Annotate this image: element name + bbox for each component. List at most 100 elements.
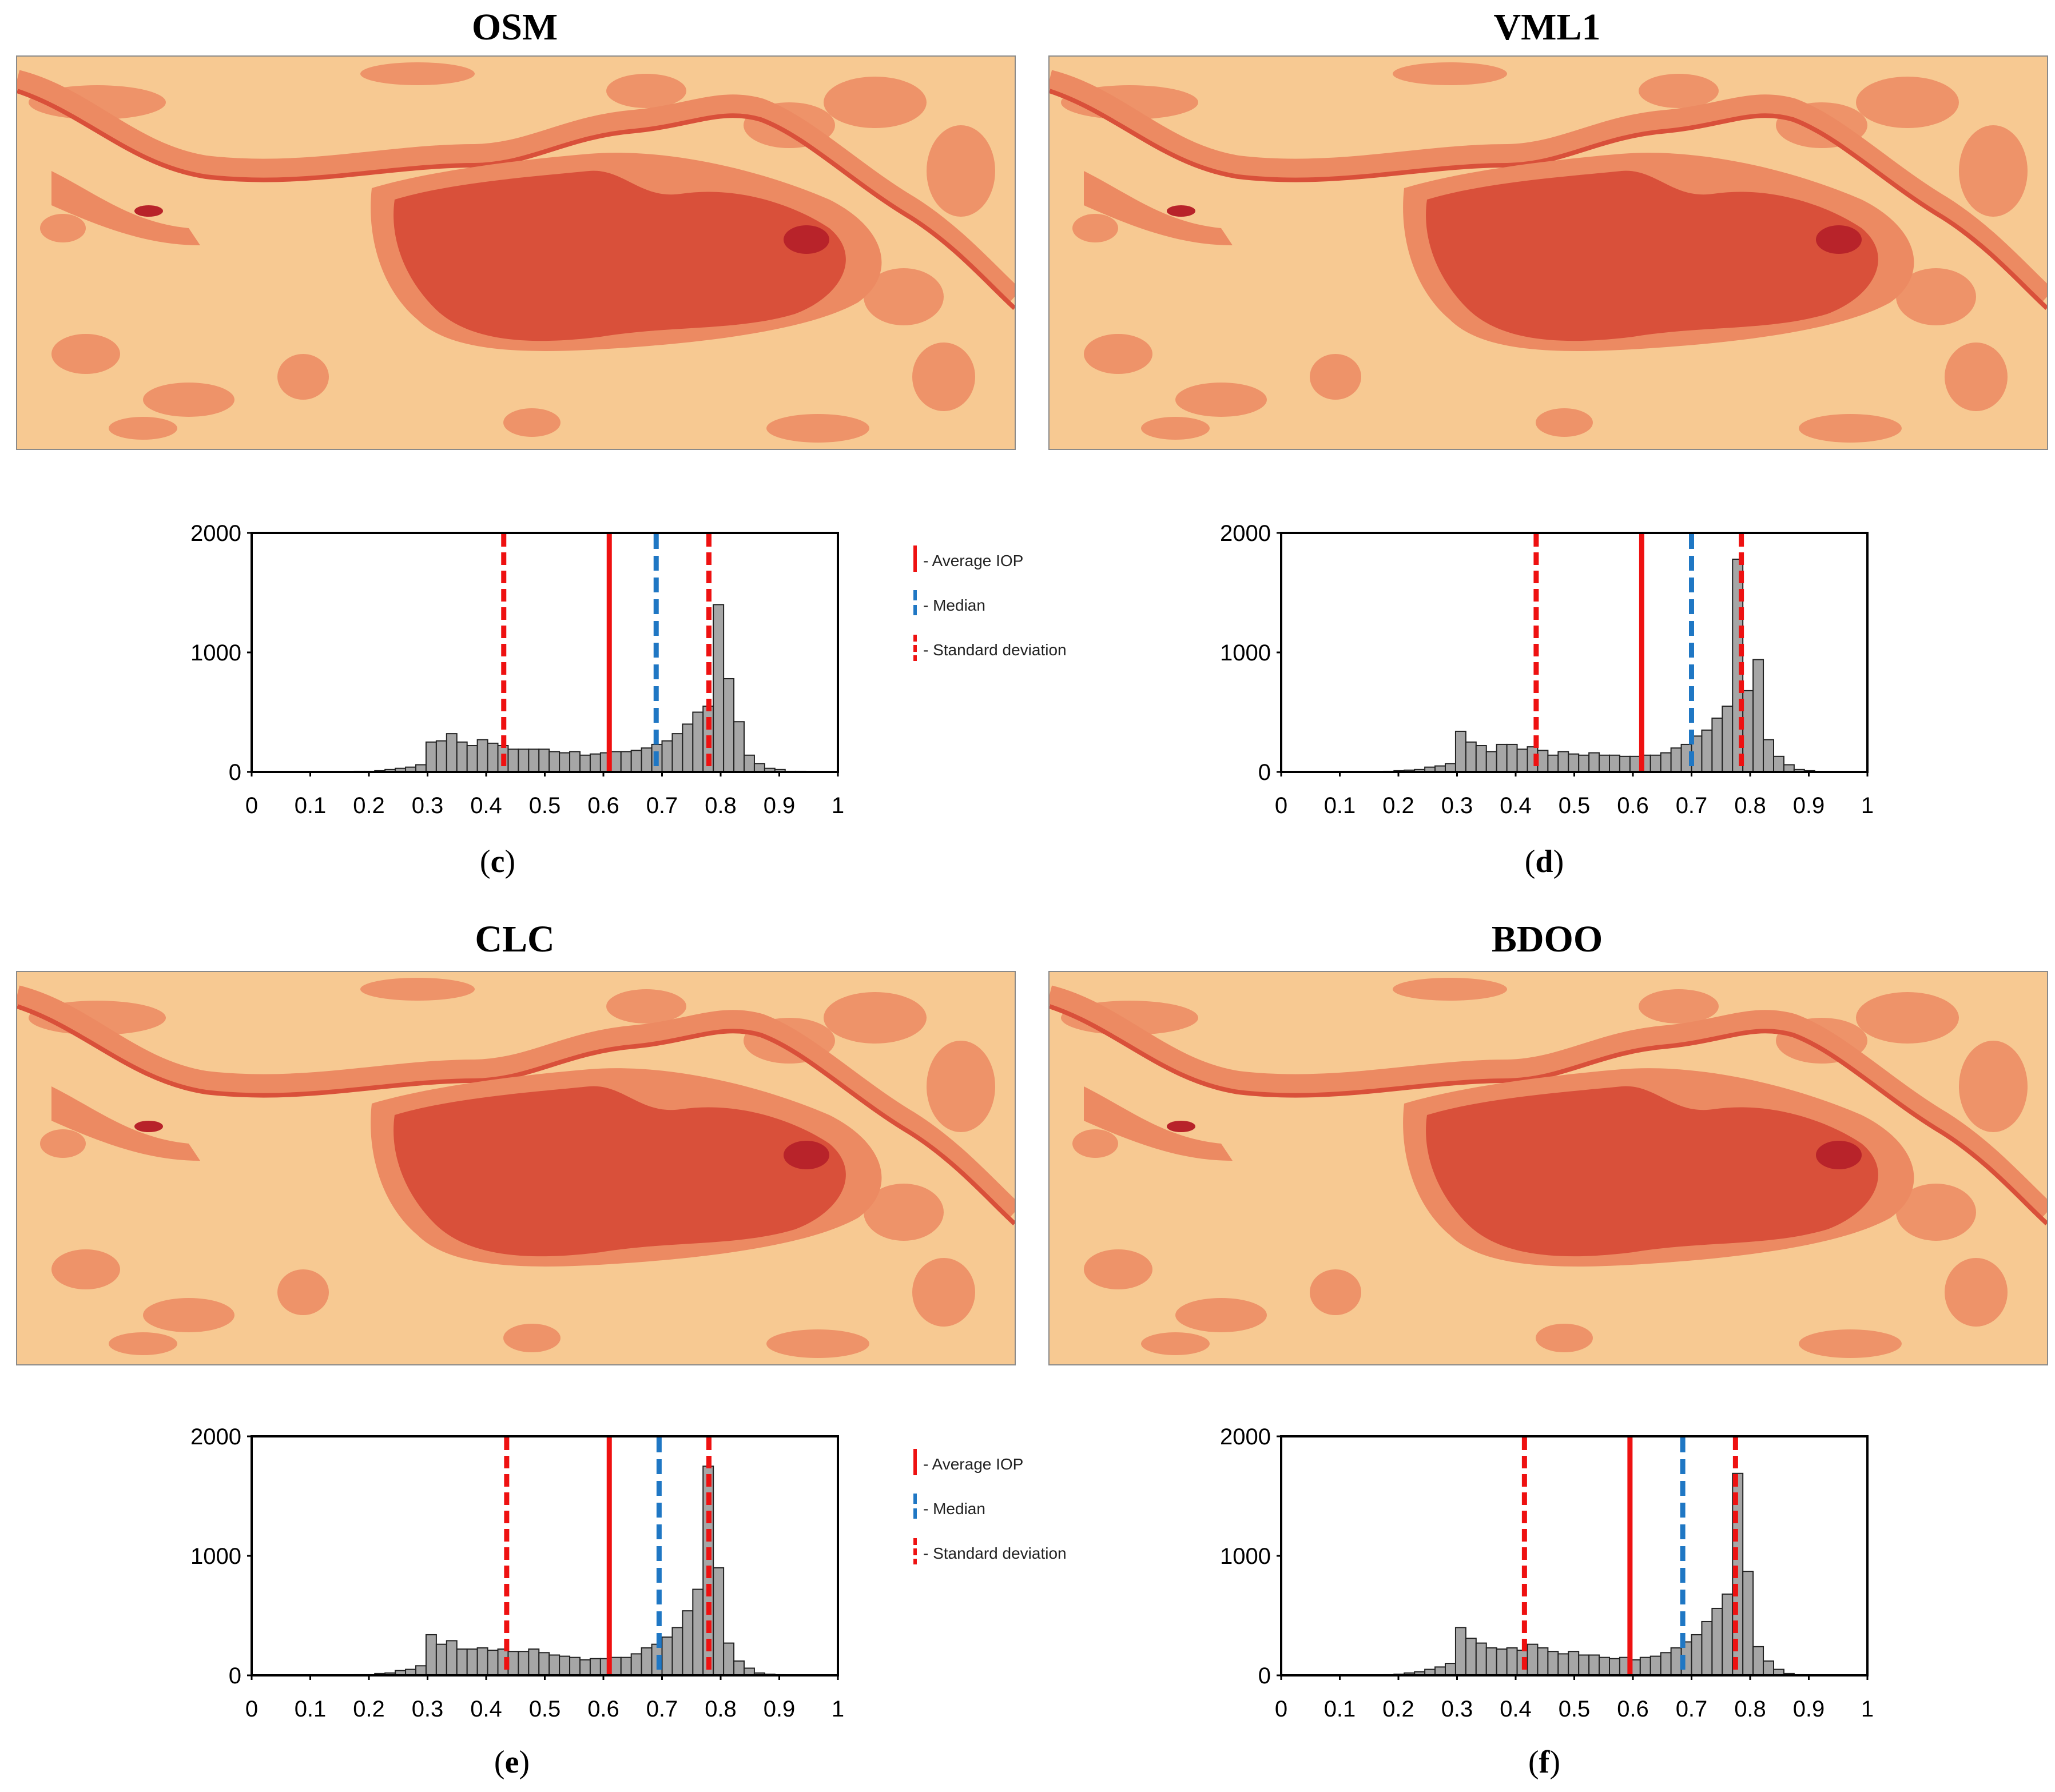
histogram-bar	[1454, 730, 1466, 772]
histogram-bar	[1619, 755, 1631, 772]
x-tick-label: 0.2	[353, 793, 385, 818]
x-tick-label: 0.5	[529, 793, 561, 818]
map-hotspot	[134, 1121, 163, 1132]
histogram-bar	[548, 751, 561, 772]
histogram-bar	[1547, 1651, 1559, 1676]
histogram-bar	[692, 711, 704, 772]
legend-std-label: - Standard deviation	[923, 641, 1067, 659]
x-tick-label: 0.3	[412, 1697, 444, 1722]
map-patch	[1175, 383, 1267, 417]
x-tick-label: 0.7	[1676, 793, 1708, 818]
histogram-bar	[1516, 748, 1528, 773]
map-river-band	[1050, 70, 2047, 304]
map-patch	[1175, 1298, 1267, 1332]
y-tick-label: 0	[1258, 760, 1271, 785]
histogram-bar	[661, 1636, 673, 1676]
histogram-bar	[1660, 752, 1672, 772]
histogram-bar	[630, 1653, 642, 1676]
map-patch	[1393, 62, 1507, 85]
map-river	[17, 1004, 1015, 1225]
histogram-bar	[661, 740, 673, 773]
histogram-bar	[487, 742, 499, 772]
map-patch	[1896, 1184, 1976, 1241]
plot-frame	[1280, 532, 1869, 773]
x-tick-label: 0	[245, 1697, 258, 1722]
histogram-bar	[1557, 1653, 1569, 1676]
map-patch	[1310, 354, 1361, 400]
y-tick-label: 1000	[1220, 1544, 1271, 1569]
map-patch	[277, 354, 329, 400]
histogram-bar	[1649, 1655, 1662, 1676]
x-tick-label: 0.9	[764, 1697, 796, 1722]
histogram-bar	[630, 750, 642, 773]
map-urban-core	[393, 170, 846, 341]
caption-d: (d)	[1524, 844, 1564, 879]
y-tick-label: 0	[229, 1663, 241, 1689]
map-patch	[606, 74, 686, 108]
map-patch	[277, 1269, 329, 1315]
histogram-bar	[671, 1627, 683, 1676]
histogram-bar	[1537, 1647, 1549, 1676]
histogram-bar	[1763, 739, 1774, 773]
map-graphic	[17, 57, 1015, 449]
map-patch	[766, 1329, 869, 1358]
x-tick-label: 0	[1275, 793, 1287, 818]
histogram-bar	[466, 745, 478, 772]
map-patch	[40, 214, 86, 242]
histogram-bar	[1568, 1651, 1580, 1676]
map-floodplain	[1084, 1086, 1233, 1161]
histogram-bar	[1434, 1666, 1446, 1676]
y-tick-label: 2000	[1220, 521, 1271, 546]
x-tick-label: 0.2	[353, 1697, 385, 1722]
map-hotspot	[1167, 1121, 1195, 1132]
map-urban-center	[1816, 225, 1862, 254]
x-tick-label: 0.2	[1382, 793, 1414, 818]
histogram-bar	[1496, 743, 1508, 772]
histogram-osm: 0 1000 2000 0 0.1 0.2 0.3 0.4 0.5 0.6 0.7 0.8 0.9 1 - …	[0, 503, 1067, 823]
map-title-vml1: VML1	[1493, 6, 1601, 48]
map-patch	[1639, 989, 1719, 1024]
map-patch	[1084, 334, 1152, 374]
histogram-bar	[1629, 755, 1641, 772]
y-tick-label: 0	[229, 760, 241, 785]
histogram-bar	[682, 1610, 694, 1676]
histogram-bar	[1649, 754, 1662, 772]
map-river	[1050, 1004, 2047, 1225]
map-urban-core	[1426, 170, 1878, 341]
plot-frame	[251, 1435, 839, 1676]
histogram-bar	[1742, 690, 1754, 772]
histogram-bar	[518, 1651, 530, 1676]
legend-std-label: - Standard deviation	[923, 1544, 1067, 1562]
caption-f: (f)	[1528, 1745, 1560, 1780]
x-tick-label: 0.8	[705, 1697, 737, 1722]
x-tick-label: 0.1	[1324, 1697, 1356, 1722]
histogram-bar	[559, 752, 571, 772]
map-patch	[824, 77, 927, 128]
histogram-bar	[641, 747, 653, 773]
map-urban-core	[1426, 1086, 1878, 1257]
map-river-band	[17, 70, 1015, 304]
x-tick-label: 0.1	[1324, 793, 1356, 818]
x-tick-label: 0	[245, 793, 258, 818]
y-tick-label: 2000	[190, 1424, 241, 1449]
map-patch	[1536, 1324, 1593, 1352]
histogram-vml1: 0 1000 2000 0 0.1 0.2 0.3 0.4 0.5 0.6 0.7 0.8 0.9 1	[1030, 503, 2055, 823]
plot-frame	[1280, 1435, 1869, 1676]
legend-average-label: - Average IOP	[923, 552, 1023, 570]
map-patch	[1856, 992, 1959, 1044]
map-patch	[1072, 214, 1118, 242]
histogram-bar	[1599, 1656, 1610, 1676]
map-graphic	[1050, 57, 2047, 449]
map-urban-center	[784, 225, 829, 254]
map-hotspot	[1167, 205, 1195, 217]
histogram-bar	[487, 1650, 499, 1676]
map-patch	[1072, 1129, 1118, 1158]
histogram-bar	[446, 733, 458, 772]
map-patch	[1310, 1269, 1361, 1315]
x-tick-label: 0.5	[1559, 1697, 1591, 1722]
map-patch	[360, 62, 475, 85]
map-title-osm: OSM	[471, 6, 558, 48]
map-river-band	[17, 985, 1015, 1220]
x-tick-label: 0.4	[1500, 793, 1532, 818]
histogram-bar	[1722, 706, 1734, 772]
